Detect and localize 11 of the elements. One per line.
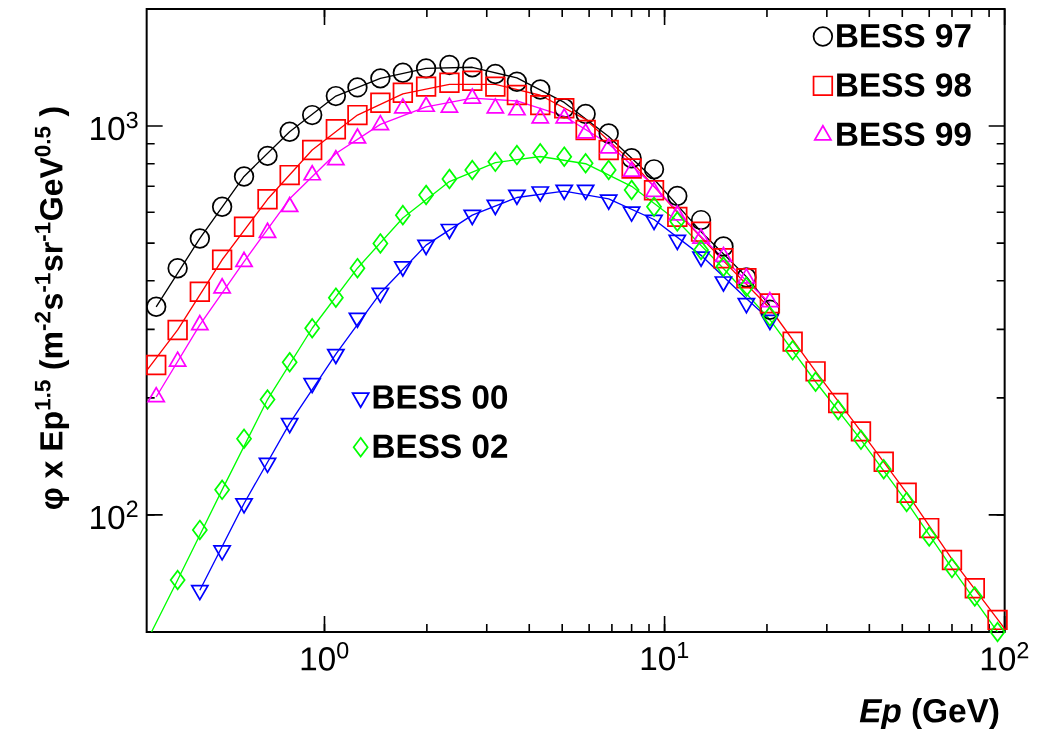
y-tick-label: 10$^{3}$ [91, 111, 138, 141]
x-axis-title: Ep (GeV) [859, 698, 999, 730]
x-tick-label: 10$^{1}$ [641, 642, 689, 671]
legend-label: BESS 99 [837, 122, 971, 147]
legend-label: BESS 02 [373, 434, 508, 459]
legend-label: BESS 97 [837, 23, 971, 48]
x-tick-label: 10$^{2}$ [981, 642, 1029, 671]
x-tick-label: 10$^{0}$ [301, 642, 349, 671]
text: φ x Ep$^{1.5}$ (m$^{-2}$s$^{-1}$sr$^{-1}$GeV$^{0.5}$ ) [34, 107, 70, 509]
legend-label: BESS 00 [373, 385, 508, 409]
legend-label: BESS 98 [837, 73, 971, 97]
